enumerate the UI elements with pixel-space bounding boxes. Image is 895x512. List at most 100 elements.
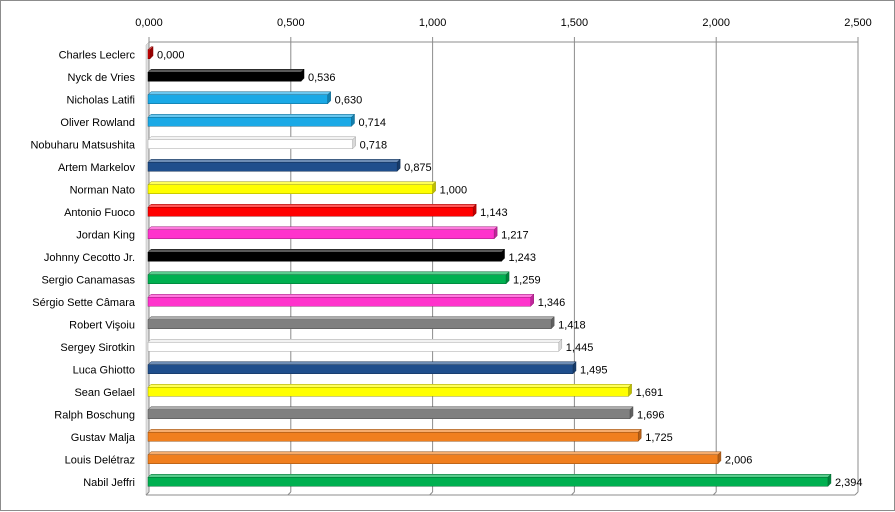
bar (147, 91, 332, 105)
bar-front-face (147, 207, 474, 217)
bar-top-face (147, 451, 722, 455)
bar-top-face (147, 159, 401, 163)
category-label: Johnny Cecotto Jr. (44, 252, 135, 264)
data-label: 1,243 (509, 252, 537, 264)
bar-top-face (147, 204, 477, 208)
gridline-depth (854, 491, 859, 496)
bar (147, 248, 506, 262)
bar-front-face (147, 454, 719, 464)
bar (147, 203, 477, 217)
bar-front-face (147, 117, 352, 127)
bar (147, 113, 356, 127)
y-axis: Charles Leclerc Nyck de Vries Nicholas Lat… (30, 49, 135, 489)
x-tick-label: 0,000 (135, 17, 163, 29)
category-label: Sérgio Sette Câmara (32, 297, 136, 309)
bar-top-face (147, 339, 563, 343)
data-label: 0,536 (308, 72, 336, 84)
bar (147, 293, 535, 307)
data-label: 2,006 (725, 454, 753, 466)
data-label: 1,143 (480, 207, 508, 219)
bar-front-face (147, 409, 631, 419)
grid-layer (145, 41, 859, 496)
data-label: 1,259 (513, 274, 541, 286)
bar-front-face (147, 162, 398, 172)
category-label: Luca Ghiotto (73, 364, 135, 376)
bar-front-face (147, 72, 302, 82)
data-label: 0,718 (360, 139, 388, 151)
category-label: Oliver Rowland (60, 117, 135, 129)
bar-top-face (147, 316, 555, 320)
bar-front-face (147, 342, 560, 352)
data-label: 0,000 (157, 49, 185, 61)
x-axis: 0,000 0,500 1,000 1,500 2,000 2,500 (135, 17, 872, 43)
x-tick-label: 2,500 (844, 17, 872, 29)
bar-top-face (147, 271, 510, 275)
category-label: Louis Delétraz (65, 454, 135, 466)
bar-top-face (147, 384, 633, 388)
bar (147, 181, 437, 195)
category-label: Nicholas Latifi (67, 94, 135, 106)
category-label: Charles Leclerc (59, 49, 136, 61)
bar-top-face (147, 249, 506, 253)
bar-front-face (147, 477, 829, 487)
bar-front-face (147, 252, 502, 262)
data-label: 1,696 (637, 409, 665, 421)
data-label: 1,495 (580, 364, 608, 376)
data-label: 0,714 (358, 117, 386, 129)
data-label: 1,691 (636, 387, 664, 399)
bar (147, 46, 154, 60)
bar-top-face (147, 181, 437, 185)
bar (147, 383, 633, 397)
bar (147, 361, 577, 375)
bar (147, 136, 357, 150)
bar-top-face (147, 294, 535, 298)
x-tick-label: 0,500 (277, 17, 305, 29)
bar-front-face (147, 319, 552, 329)
category-label: Ralph Boschung (54, 409, 135, 421)
bar-top-face (147, 429, 642, 433)
bar-top-face (147, 474, 832, 478)
data-label: 1,217 (501, 229, 529, 241)
bar-front-face (147, 49, 151, 59)
bar (147, 473, 832, 487)
x-tick-label: 1,500 (561, 17, 589, 29)
category-label: Gustav Malja (71, 432, 136, 444)
data-label: 2,394 (835, 477, 863, 489)
category-label: Antonio Fuoco (64, 207, 135, 219)
bar (147, 406, 634, 420)
bar-top-face (147, 406, 634, 410)
data-label: 1,000 (440, 184, 468, 196)
data-labels-layer: 0,000 0,536 0,630 0,714 0,718 0,875 1,000 1,143… (157, 49, 862, 489)
bar-top-face (147, 136, 357, 140)
category-label: Sean Gelael (74, 387, 135, 399)
bar-front-face (147, 387, 629, 397)
bar-front-face (147, 274, 507, 284)
bar (147, 158, 401, 172)
category-label: Sergey Sirotkin (60, 342, 135, 354)
bar-front-face (147, 432, 639, 442)
bar-top-face (147, 69, 305, 73)
x-tick-label: 2,000 (702, 17, 730, 29)
bar-front-face (147, 229, 495, 239)
data-label: 1,725 (645, 432, 673, 444)
bar (147, 271, 510, 285)
category-label: Artem Markelov (58, 162, 136, 174)
bar-top-face (147, 226, 498, 230)
bar-front-face (147, 297, 531, 307)
x-tick-label: 1,000 (419, 17, 447, 29)
bar-front-face (147, 94, 328, 104)
bar (147, 316, 555, 330)
data-label: 0,875 (404, 162, 432, 174)
data-label: 1,445 (566, 342, 594, 354)
data-label: 0,630 (335, 94, 363, 106)
bar (147, 226, 498, 240)
bar-front-face (147, 184, 433, 194)
category-label: Norman Nato (70, 184, 135, 196)
bar-front-face (147, 364, 574, 374)
category-label: Nobuharu Matsushita (30, 139, 135, 151)
data-label: 1,418 (558, 319, 586, 331)
bar-top-face (147, 91, 332, 95)
bar (147, 451, 722, 465)
